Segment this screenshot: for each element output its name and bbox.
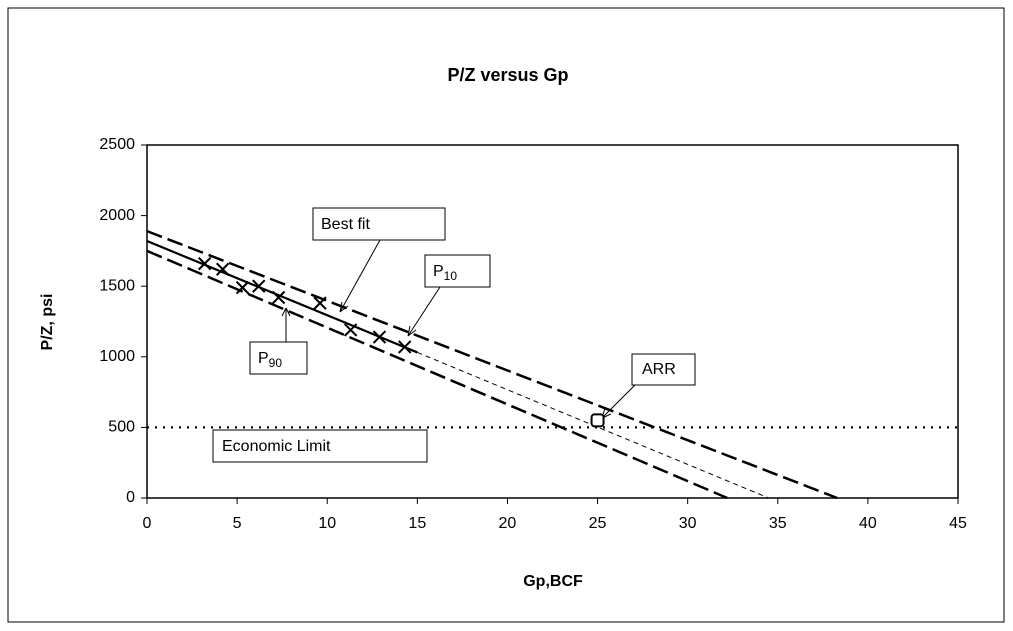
x-tick-label: 20 [499,515,517,532]
arrow [407,286,441,337]
annotation-box [424,254,491,288]
data-point [313,296,327,310]
annotation-text: P [433,263,444,280]
y-tick-label: 1500 [99,277,135,294]
chart-frame [7,7,1005,623]
x-tick-label: 0 [143,515,152,532]
annotation-text: P [258,350,269,367]
annotation-box [249,341,308,375]
x-tick-label: 5 [233,515,242,532]
data-point [252,279,266,293]
x-tick-label: 40 [859,515,877,532]
plot-area [146,144,959,499]
annotation: Best fit [321,216,370,233]
data-point [372,330,387,344]
data-point [343,323,358,337]
annotation-box [212,429,428,463]
x-tick-label: 35 [769,515,787,532]
data-point [271,290,286,305]
data-point [197,256,212,271]
annotation: P10 [433,263,457,283]
x-tick-label: 30 [679,515,697,532]
y-axis-label: P/Z, psi [39,294,56,351]
annotation: Economic Limit [222,438,331,455]
data-point [235,280,250,295]
annotation: ARR [642,361,676,378]
series-line [146,249,728,500]
data-point [398,340,412,354]
x-tick-label: 10 [318,515,336,532]
series-line [146,229,838,500]
arrow [281,307,291,342]
y-tick-label: 0 [126,489,135,506]
annotation-box [312,207,446,241]
x-tick-label: 25 [589,515,607,532]
y-tick-label: 2000 [99,207,135,224]
arr-point [590,413,605,428]
x-axis-label: Gp,BCF [523,573,583,590]
y-tick-label: 500 [108,419,135,436]
y-tick-label: 2500 [99,136,135,153]
annotation-box [631,353,696,386]
series-line [146,239,418,354]
x-tick-label: 45 [949,515,967,532]
annotation-subscript: 90 [269,356,283,370]
y-tick-label: 1000 [99,348,135,365]
annotation: P90 [258,350,282,370]
x-tick-label: 15 [408,515,426,532]
chart-title: P/Z versus Gp [447,65,568,85]
annotation-subscript: 10 [444,269,458,283]
data-point [215,262,230,276]
